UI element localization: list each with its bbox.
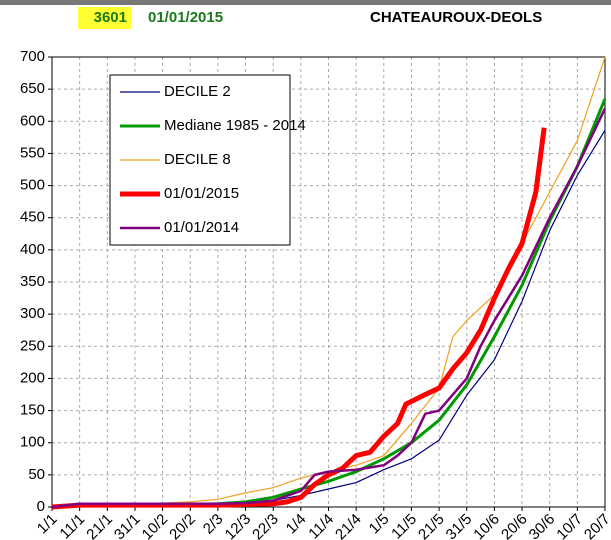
y-tick-label: 250	[20, 337, 45, 354]
date: 01/01/2015	[148, 9, 223, 26]
y-tick-label: 400	[20, 241, 45, 258]
y-tick-label: 550	[20, 144, 45, 161]
x-tick-label: 20/7	[581, 511, 611, 540]
y-tick-label: 150	[20, 402, 45, 419]
y-tick-label: 600	[20, 112, 45, 129]
x-tick-label: 21/5	[415, 511, 448, 540]
x-tick-label: 21/4	[332, 511, 365, 540]
x-tick-label: 1/4	[283, 511, 310, 538]
x-tick-label: 22/3	[249, 511, 282, 540]
y-tick-label: 100	[20, 434, 45, 451]
x-tick-label: 21/1	[83, 511, 116, 540]
y-tick-label: 500	[20, 177, 45, 194]
x-tick-label: 11/5	[388, 511, 420, 540]
legend-label: DECILE 2	[164, 83, 231, 100]
station-highlight	[78, 7, 131, 29]
y-tick-label: 0	[37, 498, 45, 515]
station: 3601	[94, 9, 127, 26]
chart-title: CHATEAUROUX-DEOLS	[370, 9, 542, 26]
y-tick-label: 350	[20, 273, 45, 290]
x-tick-label: 11/4	[305, 511, 337, 540]
x-tick-label: 10/2	[139, 511, 172, 540]
x-tick-label: 31/1	[111, 511, 144, 540]
legend-label: 01/01/2015	[164, 185, 239, 202]
top-bar	[0, 0, 611, 5]
y-tick-label: 300	[20, 305, 45, 322]
x-tick-label: 11/1	[56, 511, 88, 540]
x-tick-label: 1/5	[366, 511, 393, 538]
x-tick-label: 20/6	[498, 511, 531, 540]
legend-label: Mediane 1985 - 2014	[164, 117, 306, 134]
plot-frame	[51, 56, 606, 508]
x-tick-label: 20/2	[166, 511, 199, 540]
y-tick-label: 450	[20, 209, 45, 226]
legend-label: DECILE 8	[164, 151, 231, 168]
x-tick-label: 31/5	[443, 511, 476, 540]
y-tick-label: 650	[20, 80, 45, 97]
y-tick-label: 200	[20, 369, 45, 386]
y-tick-label: 700	[20, 48, 45, 65]
series-line	[51, 107, 607, 509]
y-tick-label: 50	[28, 466, 45, 483]
x-tick-label: 10/7	[553, 511, 586, 540]
series-line	[51, 127, 547, 510]
legend-label: 01/01/2014	[164, 219, 239, 236]
x-tick-label: 10/6	[470, 511, 503, 540]
x-tick-label: 12/3	[222, 511, 255, 540]
x-tick-label: 30/6	[526, 511, 559, 540]
